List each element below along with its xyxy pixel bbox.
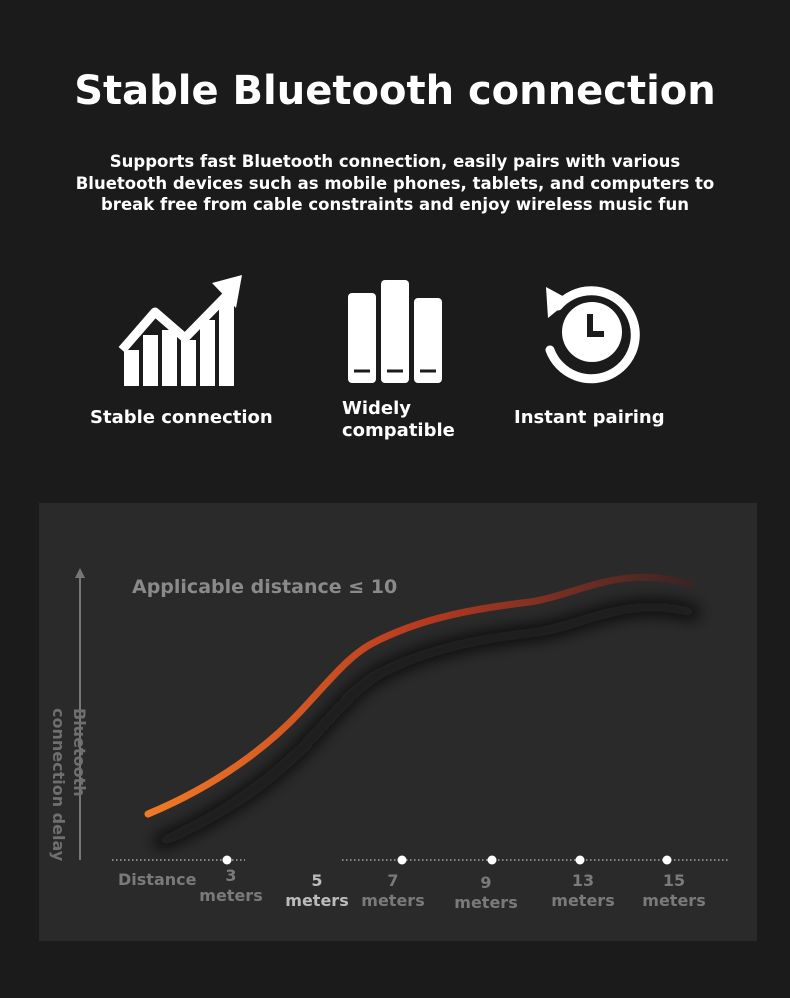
x-point-label: 5 meters	[285, 871, 349, 910]
growth-icon	[118, 275, 242, 386]
x-point-label: 7 meters	[361, 871, 425, 910]
title: Stable Bluetooth connection	[74, 68, 716, 114]
x-point-label: 13 meters	[551, 871, 615, 910]
icons	[118, 275, 640, 386]
x-axis-label: Distance	[118, 870, 197, 889]
annotation: Applicable distance ≤ 10	[132, 576, 398, 598]
subtitle: Supports fast Bluetooth connection, easi…	[75, 152, 715, 214]
y-axis-label: Bluetooth connection delay	[49, 708, 89, 862]
feature-label: Stable connection	[90, 407, 273, 428]
clock-icon	[545, 286, 640, 384]
x-point-label: 3 meters	[199, 866, 263, 905]
feature-label: Instant pairing	[514, 407, 665, 428]
books-icon	[348, 280, 442, 383]
graph	[75, 568, 730, 865]
x-point-label: 15 meters	[642, 871, 706, 910]
feature-label: Widely compatible	[342, 398, 455, 441]
x-point-label: 9 meters	[454, 873, 518, 912]
